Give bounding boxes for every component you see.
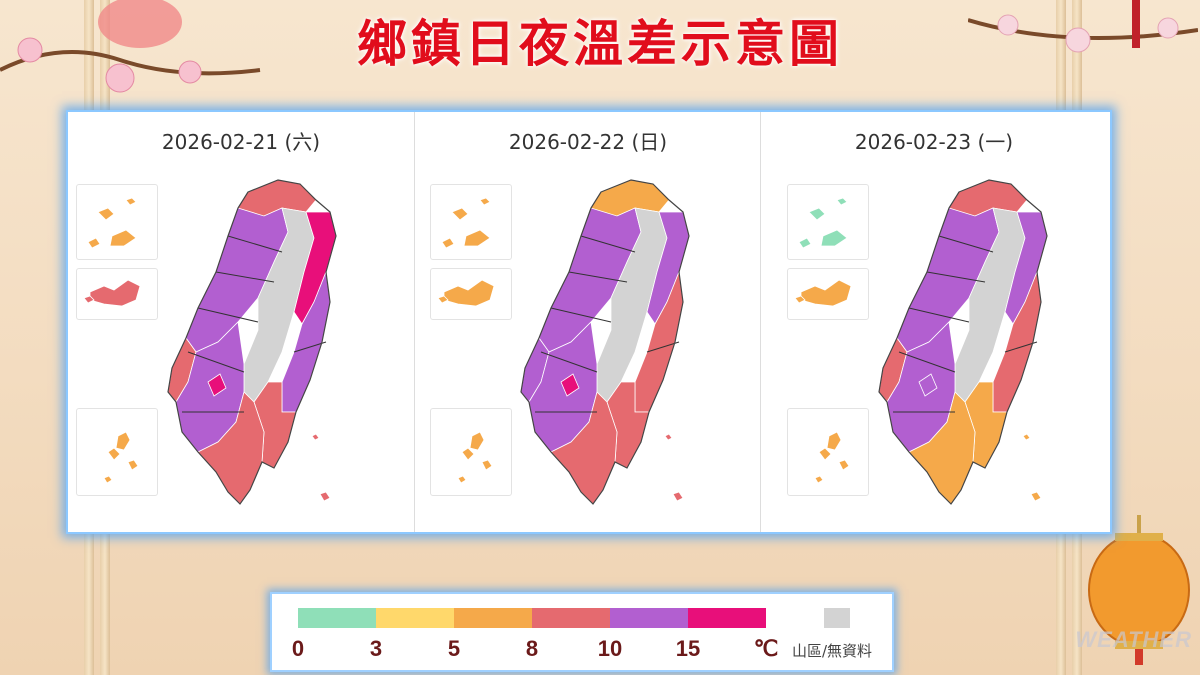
map-panel: 2026-02-21 (六): [68, 112, 414, 532]
inset-matsu: [430, 184, 512, 260]
county-boundary: [898, 351, 956, 373]
county-boundary: [568, 271, 628, 283]
map-island-matsu: [808, 207, 826, 221]
county-boundary: [646, 341, 680, 353]
plum-blossom-decoration-left: [0, 0, 261, 93]
inset-matsu: [787, 184, 869, 260]
county-boundary: [215, 271, 275, 283]
county-boundary: [908, 307, 970, 323]
map-island-lyudao: [311, 433, 320, 441]
legend-na-swatch: [824, 608, 850, 628]
county-boundary: [580, 235, 636, 253]
legend-tick-label: 10: [597, 636, 623, 661]
watermark-logo: WEATHER: [1075, 627, 1192, 652]
lantern-icon: [1088, 515, 1190, 665]
taiwan-outline: [520, 179, 690, 505]
county-boundary: [227, 235, 283, 253]
map-island-matsu: [463, 229, 491, 247]
map-island-matsu: [798, 237, 812, 249]
county-boundary: [1004, 341, 1038, 353]
county-boundary: [938, 235, 994, 253]
plum-blossom-decoration-right: [968, 0, 1198, 53]
county-boundary: [293, 341, 327, 353]
map-island-penghu: [838, 459, 850, 471]
map-island-penghu: [103, 475, 113, 484]
legend-swatch: [610, 608, 688, 628]
maps-board: 2026-02-21 (六) 2026-02-22 (日) 2026-02-23…: [66, 110, 1112, 534]
map-island-kinmen: [89, 279, 141, 307]
inset-matsu: [76, 184, 158, 260]
map-island-matsu: [97, 207, 115, 221]
map-region-hotspot: [560, 373, 580, 397]
panel-date: 2026-02-22 (日): [508, 130, 668, 154]
county-boundary: [550, 307, 612, 323]
map-island-kinmen: [83, 295, 95, 304]
taiwan-outline: [167, 179, 337, 505]
map-island-penghu: [127, 459, 139, 471]
map-island-matsu: [836, 197, 848, 206]
map-island-penghu: [481, 459, 493, 471]
legend-tick-label: 5: [447, 636, 461, 661]
page-title: 鄉鎮日夜溫差示意圖: [357, 15, 843, 73]
legend-tick-label: 8: [525, 636, 539, 661]
county-boundary: [926, 271, 986, 283]
map-island-penghu: [107, 447, 121, 461]
legend-swatch: [532, 608, 610, 628]
map-island-matsu: [441, 237, 455, 249]
legend-tick-label: 15: [675, 636, 701, 661]
map-island-penghu: [461, 447, 475, 461]
legend-tick-label: 0: [291, 636, 305, 661]
legend-na-label: 山區/無資料: [792, 642, 873, 660]
panel-date: 2026-02-21 (六): [161, 130, 321, 154]
map-island-lyudao: [664, 433, 673, 441]
taiwan-map: [83, 179, 337, 505]
map-island-penghu: [457, 475, 467, 484]
panel-date: 2026-02-23 (一): [854, 130, 1014, 154]
map-island-matsu: [109, 229, 137, 247]
legend-tick-label: 3: [369, 636, 383, 661]
map-region-hotspot: [918, 373, 938, 397]
legend-swatch: [454, 608, 532, 628]
legend-swatch: [376, 608, 454, 628]
map-island-penghu: [115, 431, 131, 451]
map-island-matsu: [87, 237, 101, 249]
map-island-lanyu: [319, 491, 331, 502]
map-island-matsu: [479, 197, 491, 206]
map-island-penghu: [469, 431, 485, 451]
map-region-hotspot: [207, 373, 227, 397]
taiwan-map: [437, 179, 690, 505]
map-island-matsu: [451, 207, 469, 221]
map-island-matsu: [820, 229, 848, 247]
map-panel: 2026-02-22 (日): [414, 112, 761, 532]
legend-unit-label: ℃: [753, 636, 779, 661]
map-island-lyudao: [1022, 433, 1031, 441]
legend-swatch: [688, 608, 766, 628]
taiwan-outline: [878, 179, 1048, 505]
map-island-kinmen: [437, 295, 449, 304]
county-boundary: [540, 351, 598, 373]
map-island-penghu: [818, 447, 832, 461]
map-island-penghu: [826, 431, 842, 451]
map-island-kinmen: [800, 279, 852, 307]
taiwan-map: [794, 179, 1048, 505]
county-boundary: [197, 307, 259, 323]
map-island-kinmen: [443, 279, 495, 307]
county-boundary: [187, 351, 245, 373]
legend-swatch: [298, 608, 376, 628]
map-island-lanyu: [1030, 491, 1042, 502]
map-panel: 2026-02-23 (一): [760, 112, 1107, 532]
map-island-penghu: [814, 475, 824, 484]
legend-color-bar: [298, 608, 766, 628]
map-island-matsu: [125, 197, 137, 206]
legend-tick-labels: 0 3 5 8 10 15 ℃: [272, 636, 892, 666]
temperature-legend: 0 3 5 8 10 15 ℃ 山區/無資料: [270, 592, 894, 672]
map-island-lanyu: [672, 491, 684, 502]
map-island-kinmen: [794, 295, 806, 304]
